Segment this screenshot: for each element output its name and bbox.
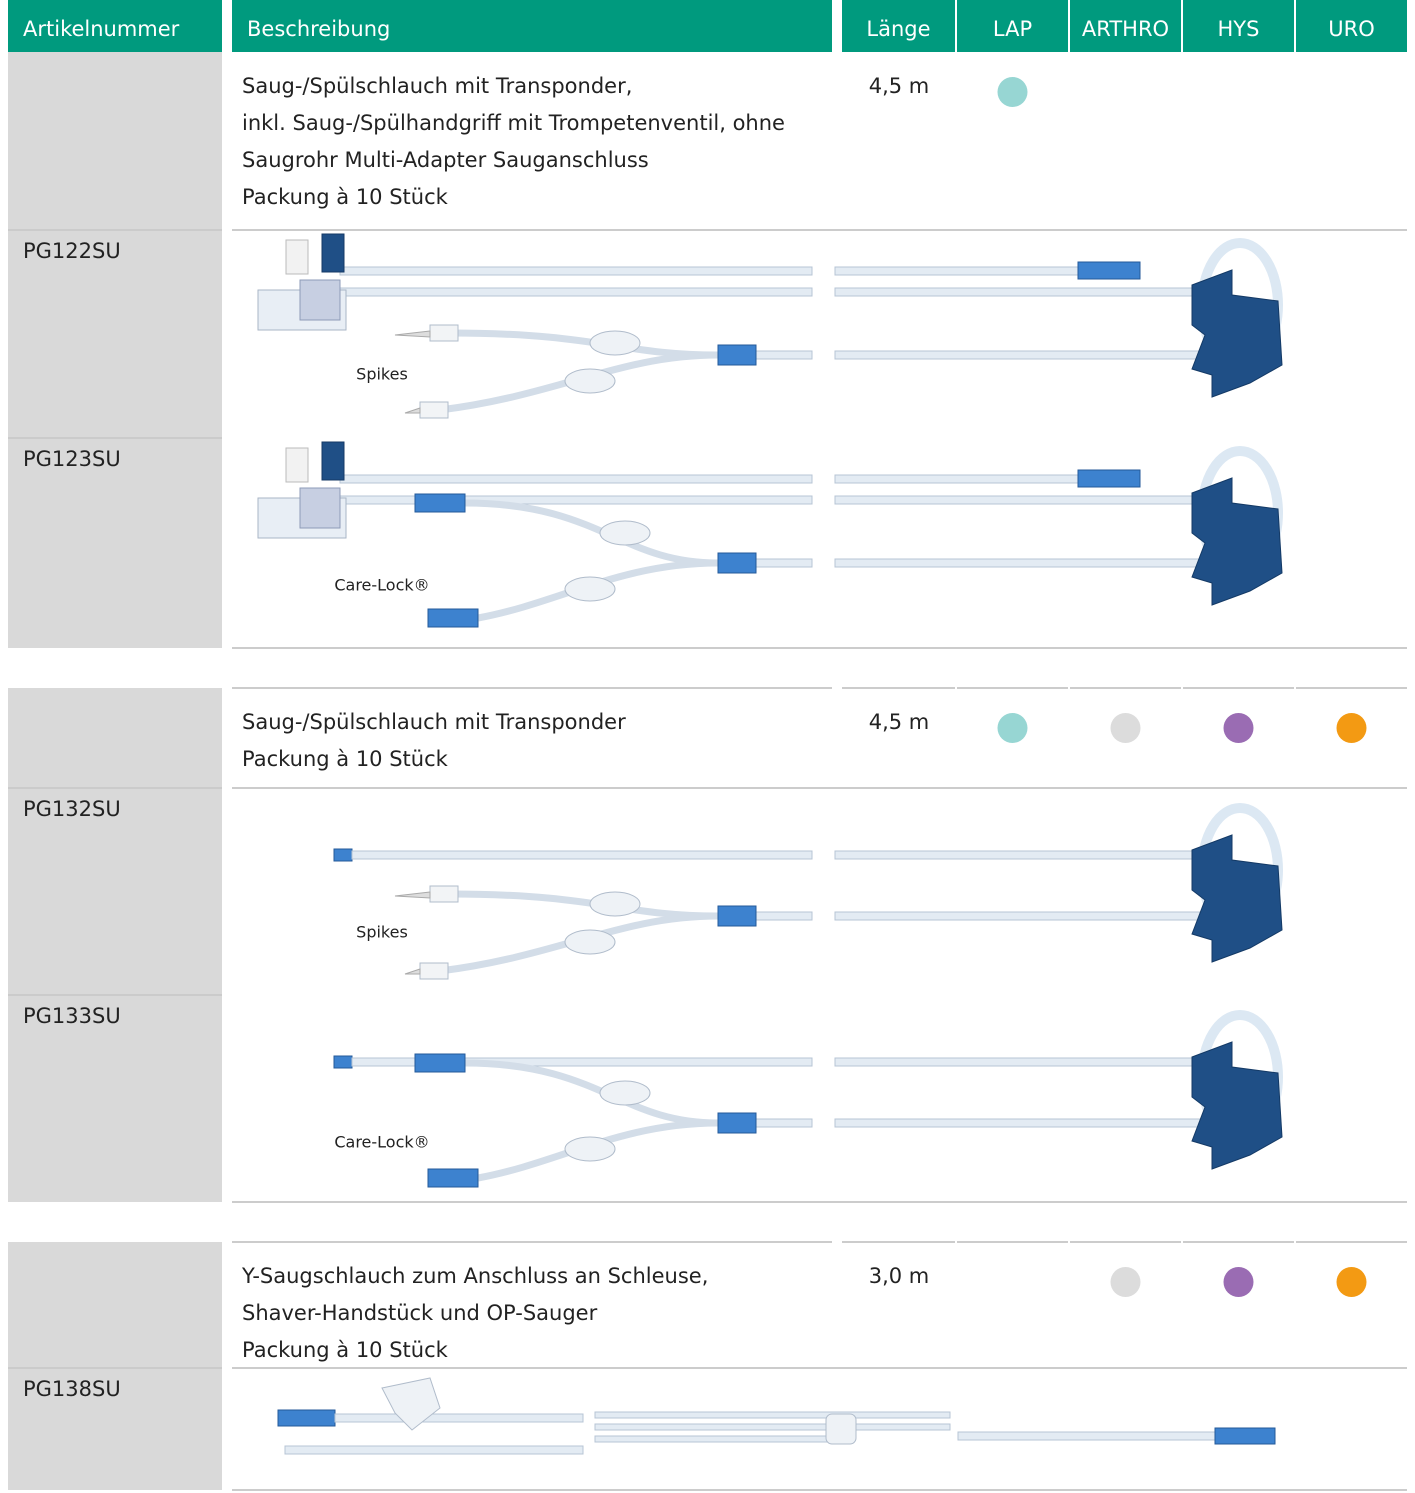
connector-label: Spikes [356, 365, 408, 384]
connector-label: Care-Lock® [334, 576, 429, 595]
indication-dot [1336, 1267, 1367, 1297]
description-line: Packung à 10 Stück [242, 747, 449, 771]
header-label: Artikelnummer [23, 17, 180, 41]
description-line: Saug-/Spülschlauch mit Transponder [242, 710, 626, 734]
header-cell [1183, 0, 1294, 52]
connector-label: Care-Lock® [334, 1133, 429, 1152]
length: 3,0 m [869, 1264, 930, 1288]
header-label: ARTHRO [1082, 17, 1169, 41]
header-label: LAP [993, 17, 1032, 41]
connector-ends [415, 1054, 756, 1187]
code-column [8, 52, 222, 648]
header-cell [8, 0, 222, 52]
description-line: Packung à 10 Stück [242, 185, 449, 209]
connector-ends [415, 494, 756, 627]
article-number: PG138SU [23, 1377, 121, 1401]
header-cell [1070, 0, 1181, 52]
product-image [277, 1377, 1276, 1455]
article-number: PG133SU [23, 1004, 121, 1028]
description-line: Saugrohr Multi-Adapter Sauganschluss [242, 148, 649, 172]
product-image [334, 808, 1282, 962]
product-image [334, 1015, 1282, 1169]
header-label: Länge [866, 17, 930, 41]
header-cell [1296, 0, 1407, 52]
description-line: Y-Saugschlauch zum Anschluss an Schleuse… [241, 1264, 708, 1288]
header-cell [232, 0, 832, 52]
connector-ends [395, 886, 756, 979]
header-cell [842, 0, 955, 52]
connector-ends [395, 325, 756, 418]
length: 4,5 m [869, 710, 930, 734]
description-line: Packung à 10 Stück [242, 1338, 449, 1362]
header-label: URO [1328, 17, 1375, 41]
indication-dot [1110, 713, 1141, 743]
indication-dot [1223, 713, 1254, 743]
indication-dot [1336, 713, 1367, 743]
article-number: PG122SU [23, 239, 121, 263]
article-number: PG123SU [23, 447, 121, 471]
indication-dot [997, 77, 1028, 107]
product-image [258, 234, 1282, 397]
description-line: inkl. Saug-/Spülhandgriff mit Trompetenv… [242, 111, 785, 135]
indication-dot [1110, 1267, 1141, 1297]
header-label: HYS [1218, 17, 1260, 41]
indication-dot [997, 713, 1028, 743]
code-column [8, 1242, 222, 1490]
article-number: PG132SU [23, 797, 121, 821]
header-cell [957, 0, 1068, 52]
description-line: Shaver-Handstück und OP-Sauger [242, 1301, 598, 1325]
length: 4,5 m [869, 74, 930, 98]
indication-dot [1223, 1267, 1254, 1297]
description-line: Saug-/Spülschlauch mit Transponder, [242, 74, 632, 98]
connector-label: Spikes [356, 923, 408, 942]
code-column [8, 688, 222, 1202]
header-label: Beschreibung [247, 17, 390, 41]
